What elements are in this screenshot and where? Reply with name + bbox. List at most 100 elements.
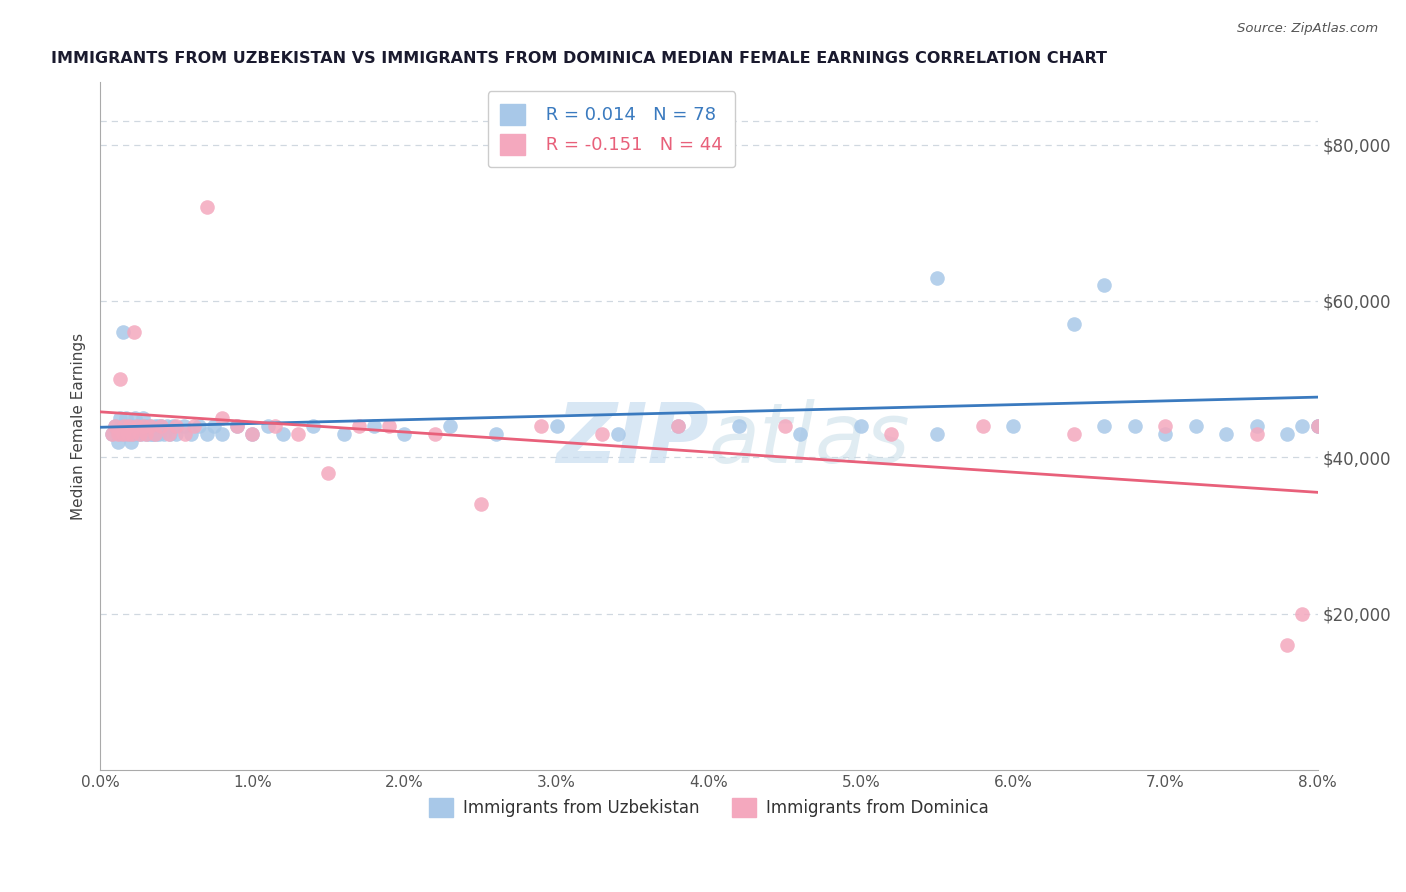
Point (287, 426, 309, 441)
Point (1123, 419, 1146, 434)
Point (202, 419, 225, 434)
Point (165, 426, 187, 441)
Point (159, 426, 181, 441)
Point (101, 426, 124, 441)
Point (110, 419, 132, 434)
Point (165, 419, 187, 434)
Point (256, 419, 278, 434)
Point (773, 419, 796, 434)
Point (173, 419, 195, 434)
Point (120, 426, 142, 441)
Point (117, 426, 139, 441)
Point (156, 419, 179, 434)
Point (148, 426, 170, 441)
Point (271, 426, 294, 441)
Point (108, 411, 131, 425)
Point (108, 426, 131, 441)
Point (162, 419, 184, 434)
Point (1306, 419, 1329, 434)
Point (135, 426, 157, 441)
Point (114, 426, 136, 441)
Point (666, 419, 689, 434)
Point (226, 419, 249, 434)
Point (104, 419, 127, 434)
Point (925, 270, 948, 285)
Point (394, 426, 416, 441)
Point (470, 497, 492, 511)
Point (1306, 419, 1329, 434)
Point (697, 137, 720, 152)
Point (120, 434, 142, 449)
Point (240, 426, 263, 441)
Point (1291, 419, 1313, 434)
Point (145, 426, 167, 441)
Point (180, 426, 202, 441)
Point (332, 426, 354, 441)
Point (1246, 419, 1268, 434)
Point (485, 426, 508, 441)
Point (150, 419, 173, 434)
Point (188, 419, 211, 434)
Point (530, 419, 553, 434)
Point (1002, 419, 1025, 434)
Point (318, 466, 340, 480)
Point (121, 426, 143, 441)
Point (174, 426, 197, 441)
Point (143, 426, 166, 441)
Point (134, 419, 156, 434)
Point (211, 411, 233, 425)
Y-axis label: Median Female Earnings: Median Female Earnings (72, 333, 86, 520)
Point (546, 419, 568, 434)
Point (122, 426, 145, 441)
Point (117, 426, 139, 441)
Point (1154, 419, 1177, 434)
Point (124, 411, 146, 425)
Point (591, 426, 613, 441)
Point (363, 419, 385, 434)
Point (141, 426, 163, 441)
Point (153, 426, 176, 441)
Text: ZIP: ZIP (557, 400, 709, 480)
Point (1094, 419, 1116, 434)
Point (211, 426, 233, 441)
Point (240, 426, 263, 441)
Point (1306, 419, 1329, 434)
Point (302, 419, 325, 434)
Point (105, 423, 128, 437)
Point (101, 426, 124, 441)
Point (114, 419, 136, 434)
Point (107, 426, 129, 441)
Point (128, 419, 150, 434)
Point (138, 426, 160, 441)
Text: IMMIGRANTS FROM UZBEKISTAN VS IMMIGRANTS FROM DOMINICA MEDIAN FEMALE EARNINGS CO: IMMIGRANTS FROM UZBEKISTAN VS IMMIGRANTS… (52, 51, 1108, 66)
Point (423, 426, 446, 441)
Point (128, 426, 150, 441)
Point (139, 419, 162, 434)
Point (378, 419, 401, 434)
Point (121, 419, 143, 434)
Point (107, 434, 129, 449)
Point (1063, 318, 1085, 332)
Point (728, 419, 751, 434)
Point (1275, 638, 1298, 652)
Point (104, 419, 127, 434)
Point (118, 419, 141, 434)
Point (1063, 426, 1085, 441)
Point (125, 419, 148, 434)
Point (1291, 607, 1313, 621)
Point (136, 419, 159, 434)
Point (146, 419, 169, 434)
Point (114, 419, 136, 434)
Point (183, 419, 205, 434)
Point (115, 411, 138, 425)
Point (789, 426, 811, 441)
Point (142, 426, 165, 441)
Point (264, 419, 287, 434)
Point (127, 426, 149, 441)
Point (880, 426, 903, 441)
Point (118, 419, 141, 434)
Point (606, 426, 628, 441)
Point (135, 426, 157, 441)
Point (666, 419, 689, 434)
Point (111, 325, 134, 339)
